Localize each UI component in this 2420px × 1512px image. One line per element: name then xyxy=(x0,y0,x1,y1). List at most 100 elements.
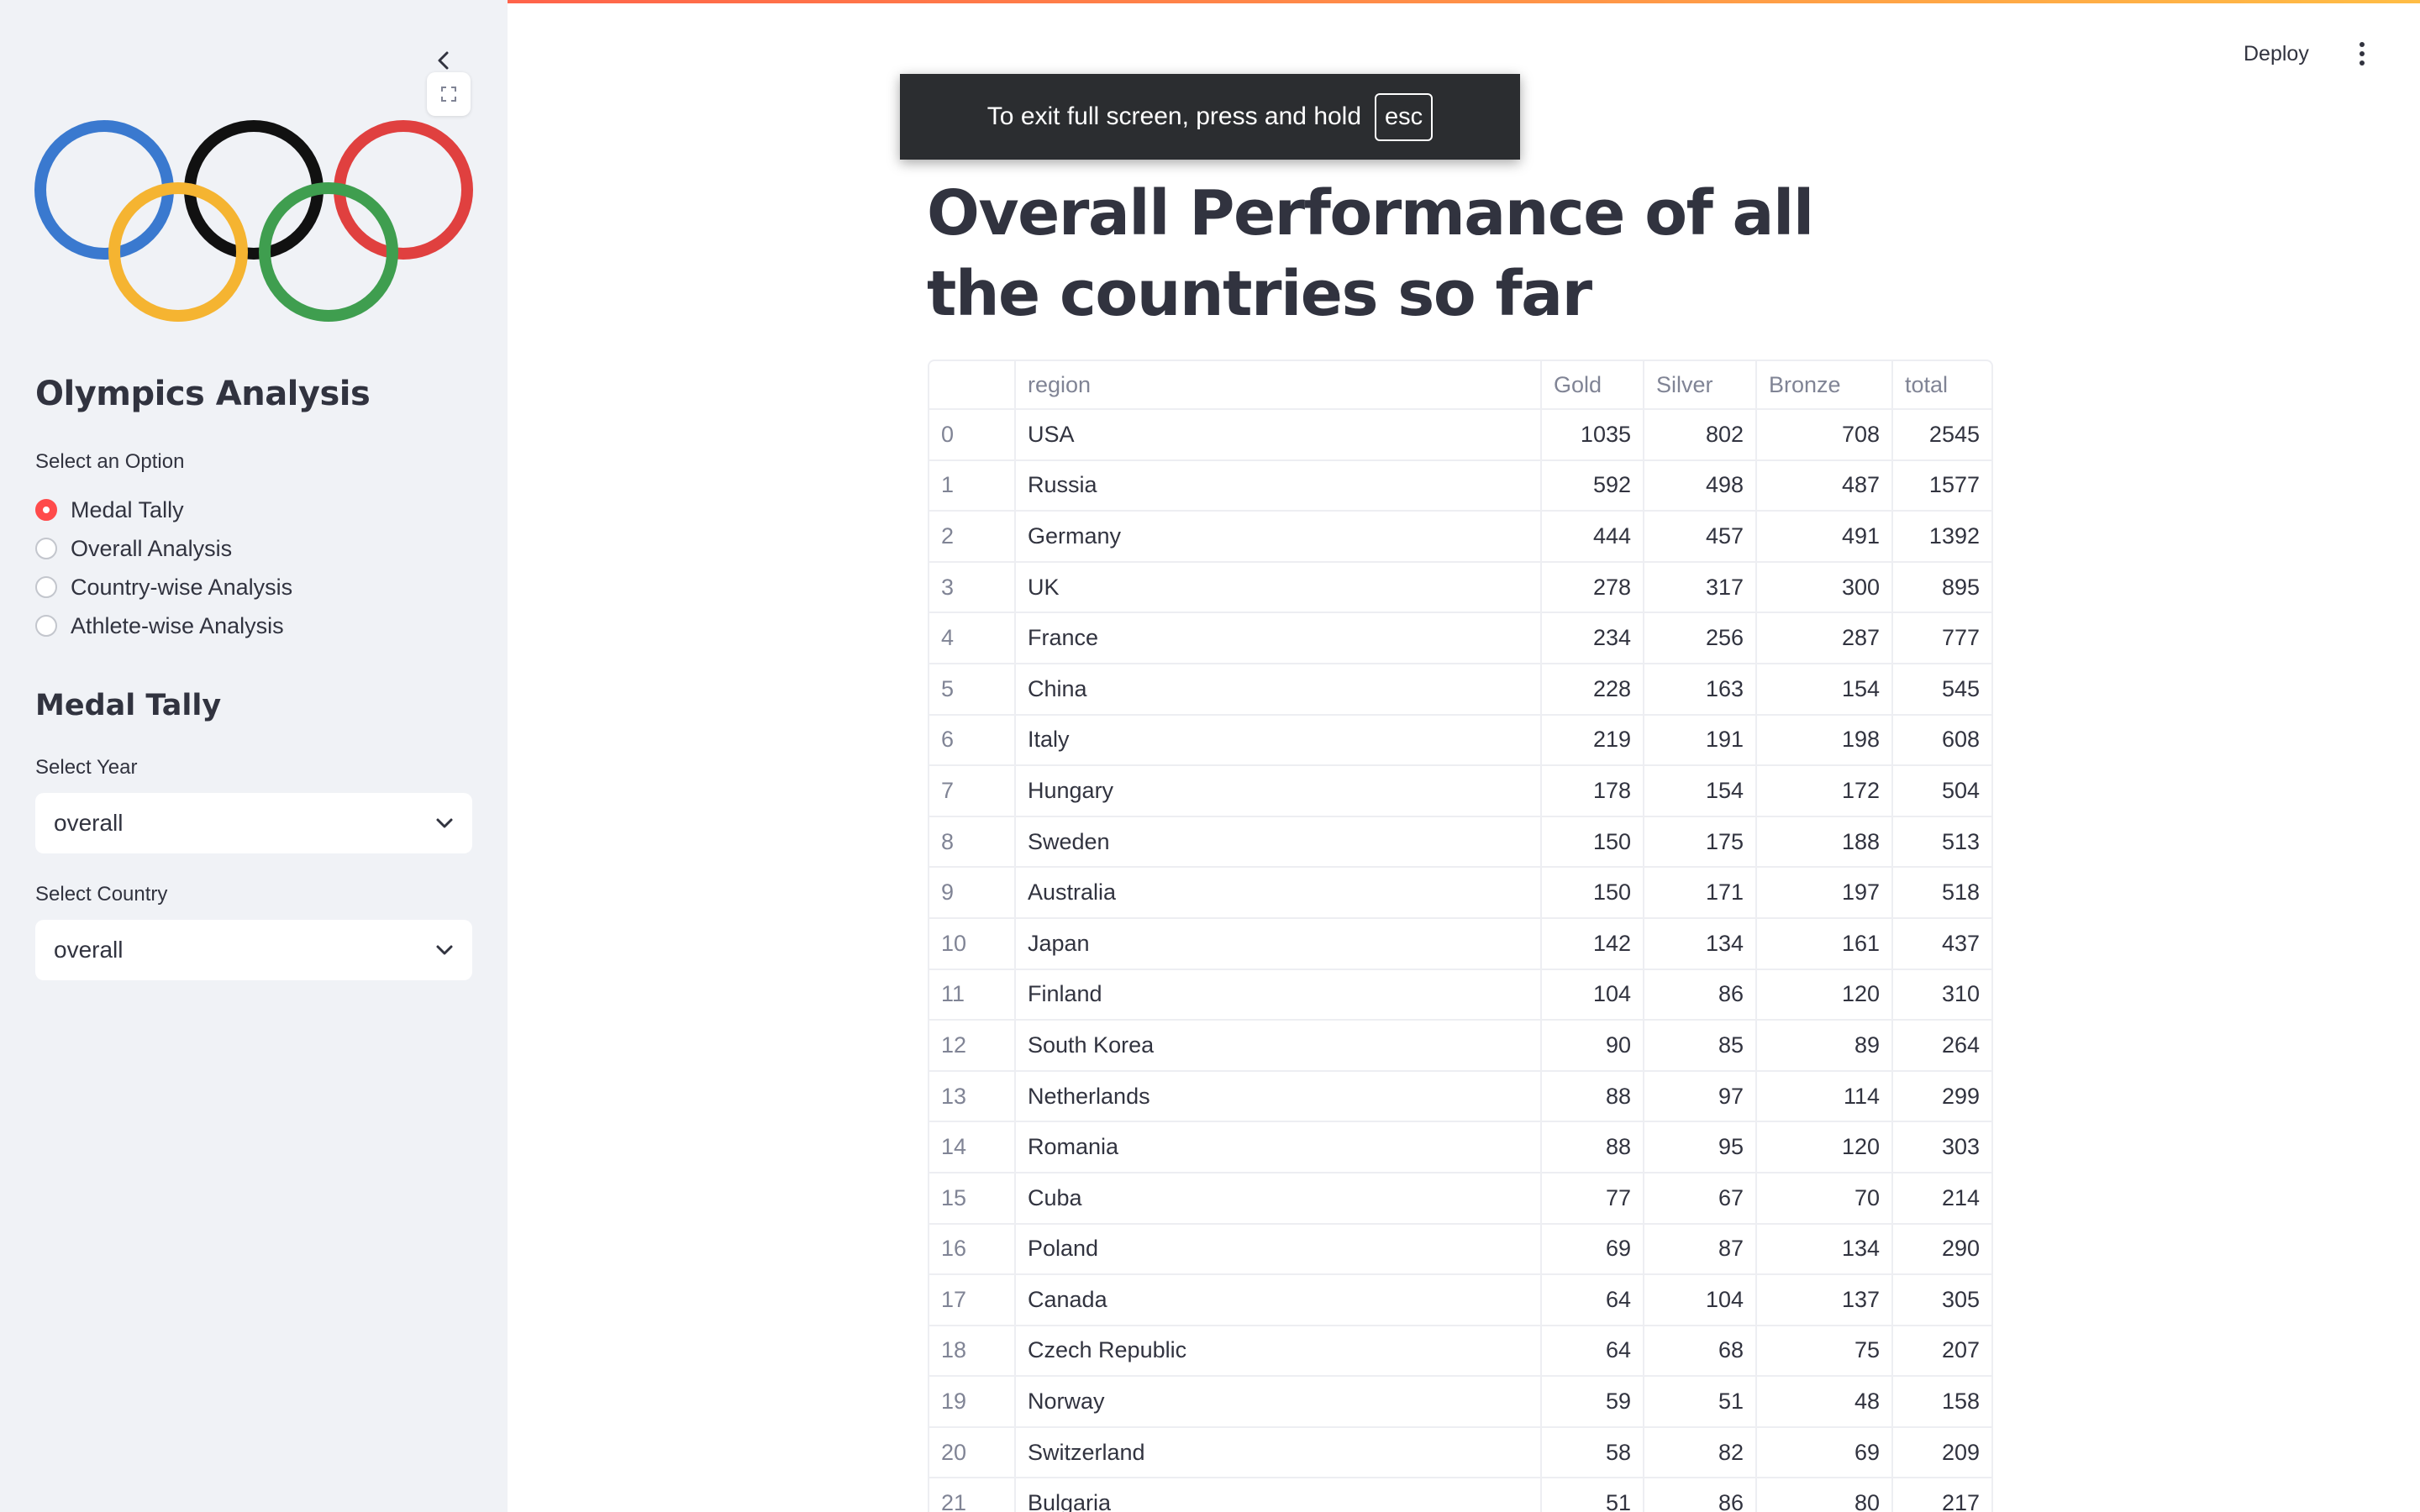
bronze-cell[interactable]: 161 xyxy=(1756,917,1893,970)
gold-cell[interactable]: 150 xyxy=(1541,867,1644,919)
region-cell[interactable]: France xyxy=(1015,612,1542,664)
gold-cell[interactable]: 77 xyxy=(1541,1172,1644,1225)
bronze-cell[interactable]: 134 xyxy=(1756,1223,1893,1276)
year-select[interactable]: overall xyxy=(35,793,472,853)
region-cell[interactable]: Germany xyxy=(1015,511,1542,563)
bronze-cell[interactable]: 120 xyxy=(1756,1121,1893,1173)
row-index[interactable]: 15 xyxy=(929,1172,1016,1225)
region-cell[interactable]: Norway xyxy=(1015,1376,1542,1428)
total-cell[interactable]: 214 xyxy=(1892,1172,1991,1225)
region-cell[interactable]: Romania xyxy=(1015,1121,1542,1173)
region-cell[interactable]: Australia xyxy=(1015,867,1542,919)
collapse-sidebar-button[interactable] xyxy=(429,45,459,76)
column-header-index[interactable] xyxy=(929,361,1016,410)
silver-cell[interactable]: 317 xyxy=(1644,561,1757,614)
region-cell[interactable]: Switzerland xyxy=(1015,1426,1542,1479)
medal-table[interactable]: region Gold Silver Bronze total 0 USA 1035… xyxy=(928,360,1993,1512)
column-header-silver[interactable]: Silver xyxy=(1644,361,1757,410)
main-menu-button[interactable] xyxy=(2349,37,2375,71)
radio-country-wise-analysis[interactable]: Country-wise Analysis xyxy=(35,568,292,606)
total-cell[interactable]: 310 xyxy=(1892,969,1991,1021)
column-header-total[interactable]: total xyxy=(1892,361,1991,410)
total-cell[interactable]: 305 xyxy=(1892,1274,1991,1326)
bronze-cell[interactable]: 80 xyxy=(1756,1478,1893,1512)
total-cell[interactable]: 513 xyxy=(1892,816,1991,869)
silver-cell[interactable]: 256 xyxy=(1644,612,1757,664)
region-cell[interactable]: Finland xyxy=(1015,969,1542,1021)
silver-cell[interactable]: 191 xyxy=(1644,714,1757,767)
total-cell[interactable]: 290 xyxy=(1892,1223,1991,1276)
gold-cell[interactable]: 51 xyxy=(1541,1478,1644,1512)
silver-cell[interactable]: 802 xyxy=(1644,409,1757,461)
bronze-cell[interactable]: 197 xyxy=(1756,867,1893,919)
total-cell[interactable]: 895 xyxy=(1892,561,1991,614)
total-cell[interactable]: 777 xyxy=(1892,612,1991,664)
total-cell[interactable]: 217 xyxy=(1892,1478,1991,1512)
silver-cell[interactable]: 163 xyxy=(1644,663,1757,716)
bronze-cell[interactable]: 75 xyxy=(1756,1325,1893,1378)
gold-cell[interactable]: 278 xyxy=(1541,561,1644,614)
gold-cell[interactable]: 592 xyxy=(1541,459,1644,512)
total-cell[interactable]: 2545 xyxy=(1892,409,1991,461)
region-cell[interactable]: Czech Republic xyxy=(1015,1325,1542,1378)
silver-cell[interactable]: 171 xyxy=(1644,867,1757,919)
row-index[interactable]: 16 xyxy=(929,1223,1016,1276)
row-index[interactable]: 8 xyxy=(929,816,1016,869)
bronze-cell[interactable]: 48 xyxy=(1756,1376,1893,1428)
total-cell[interactable]: 207 xyxy=(1892,1325,1991,1378)
total-cell[interactable]: 504 xyxy=(1892,765,1991,817)
row-index[interactable]: 0 xyxy=(929,409,1016,461)
column-header-gold[interactable]: Gold xyxy=(1541,361,1644,410)
gold-cell[interactable]: 88 xyxy=(1541,1070,1644,1123)
silver-cell[interactable]: 67 xyxy=(1644,1172,1757,1225)
region-cell[interactable]: Sweden xyxy=(1015,816,1542,869)
bronze-cell[interactable]: 89 xyxy=(1756,1020,1893,1072)
row-index[interactable]: 6 xyxy=(929,714,1016,767)
radio-medal-tally[interactable]: Medal Tally xyxy=(35,491,292,529)
bronze-cell[interactable]: 188 xyxy=(1756,816,1893,869)
silver-cell[interactable]: 95 xyxy=(1644,1121,1757,1173)
row-index[interactable]: 4 xyxy=(929,612,1016,664)
row-index[interactable]: 1 xyxy=(929,459,1016,512)
region-cell[interactable]: USA xyxy=(1015,409,1542,461)
bronze-cell[interactable]: 708 xyxy=(1756,409,1893,461)
region-cell[interactable]: Hungary xyxy=(1015,765,1542,817)
total-cell[interactable]: 158 xyxy=(1892,1376,1991,1428)
silver-cell[interactable]: 85 xyxy=(1644,1020,1757,1072)
row-index[interactable]: 3 xyxy=(929,561,1016,614)
fullscreen-button[interactable] xyxy=(427,72,471,116)
gold-cell[interactable]: 88 xyxy=(1541,1121,1644,1173)
total-cell[interactable]: 437 xyxy=(1892,917,1991,970)
gold-cell[interactable]: 64 xyxy=(1541,1274,1644,1326)
silver-cell[interactable]: 457 xyxy=(1644,511,1757,563)
bronze-cell[interactable]: 287 xyxy=(1756,612,1893,664)
region-cell[interactable]: Netherlands xyxy=(1015,1070,1542,1123)
region-cell[interactable]: China xyxy=(1015,663,1542,716)
gold-cell[interactable]: 234 xyxy=(1541,612,1644,664)
row-index[interactable]: 18 xyxy=(929,1325,1016,1378)
region-cell[interactable]: Bulgaria xyxy=(1015,1478,1542,1512)
silver-cell[interactable]: 134 xyxy=(1644,917,1757,970)
gold-cell[interactable]: 142 xyxy=(1541,917,1644,970)
silver-cell[interactable]: 68 xyxy=(1644,1325,1757,1378)
silver-cell[interactable]: 498 xyxy=(1644,459,1757,512)
gold-cell[interactable]: 228 xyxy=(1541,663,1644,716)
column-header-region[interactable]: region xyxy=(1015,361,1542,410)
total-cell[interactable]: 608 xyxy=(1892,714,1991,767)
total-cell[interactable]: 264 xyxy=(1892,1020,1991,1072)
region-cell[interactable]: Poland xyxy=(1015,1223,1542,1276)
bronze-cell[interactable]: 154 xyxy=(1756,663,1893,716)
row-index[interactable]: 11 xyxy=(929,969,1016,1021)
gold-cell[interactable]: 1035 xyxy=(1541,409,1644,461)
total-cell[interactable]: 545 xyxy=(1892,663,1991,716)
row-index[interactable]: 5 xyxy=(929,663,1016,716)
silver-cell[interactable]: 154 xyxy=(1644,765,1757,817)
column-header-bronze[interactable]: Bronze xyxy=(1756,361,1893,410)
bronze-cell[interactable]: 69 xyxy=(1756,1426,1893,1479)
deploy-button[interactable]: Deploy xyxy=(2244,41,2309,66)
region-cell[interactable]: UK xyxy=(1015,561,1542,614)
bronze-cell[interactable]: 300 xyxy=(1756,561,1893,614)
silver-cell[interactable]: 175 xyxy=(1644,816,1757,869)
total-cell[interactable]: 1577 xyxy=(1892,459,1991,512)
row-index[interactable]: 14 xyxy=(929,1121,1016,1173)
